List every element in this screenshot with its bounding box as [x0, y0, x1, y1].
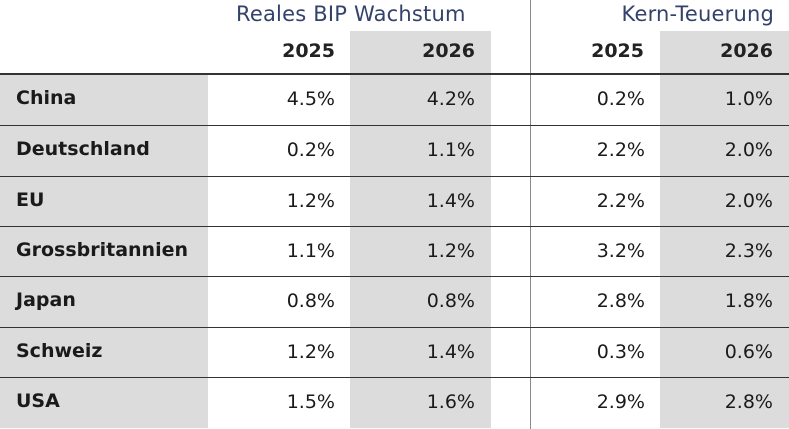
year-header-kern-2026: 2026	[720, 40, 773, 62]
bip-2026-value: 1.6%	[426, 391, 475, 413]
group-divider	[530, 0, 531, 429]
country-label: Grossbritannien	[16, 239, 189, 261]
row-divider	[0, 276, 789, 277]
kern-2026-value: 2.0%	[724, 139, 773, 161]
kern-2026-value: 1.8%	[724, 290, 773, 312]
table-row: Schweiz 1.2% 1.4% 0.3% 0.6%	[0, 328, 789, 378]
bip-2026-value: 1.4%	[426, 341, 475, 363]
kern-2026-value: 2.8%	[724, 391, 773, 413]
country-column-shade	[0, 75, 208, 428]
kern-2026-value: 2.0%	[724, 190, 773, 212]
row-divider	[0, 125, 789, 126]
country-label: Japan	[16, 289, 76, 311]
year-header-bip-2025: 2025	[282, 40, 335, 62]
table-row: China 4.5% 4.2% 0.2% 1.0%	[0, 75, 789, 125]
kern-2025-value: 3.2%	[596, 240, 645, 262]
bip-2026-value: 1.2%	[426, 240, 475, 262]
bip-2025-value: 0.8%	[286, 290, 335, 312]
table-row: Japan 0.8% 0.8% 2.8% 1.8%	[0, 277, 789, 327]
bip-2025-value: 4.5%	[286, 88, 335, 110]
year-header-bip-2026: 2026	[422, 40, 475, 62]
kern-2025-value: 2.2%	[596, 139, 645, 161]
country-label: Deutschland	[16, 138, 150, 160]
bip-2026-value: 1.1%	[426, 139, 475, 161]
kern-2025-value: 2.2%	[596, 190, 645, 212]
year-header-kern-2025: 2025	[591, 40, 644, 62]
row-divider	[0, 176, 789, 177]
kern-2025-value: 2.9%	[596, 391, 645, 413]
table-row: Grossbritannien 1.1% 1.2% 3.2% 2.3%	[0, 227, 789, 277]
kern-2026-value: 1.0%	[724, 88, 773, 110]
bip-2025-value: 1.2%	[286, 341, 335, 363]
bip-2026-value: 1.4%	[426, 190, 475, 212]
row-divider	[0, 327, 789, 328]
bip-2026-value: 4.2%	[426, 88, 475, 110]
country-label: Schweiz	[16, 340, 103, 362]
bip-2026-column-shade	[350, 31, 491, 428]
kern-2025-value: 0.2%	[596, 88, 645, 110]
table-row: EU 1.2% 1.4% 2.2% 2.0%	[0, 177, 789, 227]
bip-2026-value: 0.8%	[426, 290, 475, 312]
country-label: EU	[16, 189, 45, 211]
table-row: Deutschland 0.2% 1.1% 2.2% 2.0%	[0, 126, 789, 176]
row-divider	[0, 377, 789, 378]
table-row: USA 1.5% 1.6% 2.9% 2.8%	[0, 378, 789, 428]
row-divider	[0, 226, 789, 227]
bip-2025-value: 1.1%	[286, 240, 335, 262]
bip-2025-value: 1.2%	[286, 190, 335, 212]
header-divider	[0, 73, 789, 75]
country-label: USA	[16, 390, 60, 412]
kern-2026-value: 2.3%	[724, 240, 773, 262]
bip-2025-value: 1.5%	[286, 391, 335, 413]
kern-2026-value: 0.6%	[724, 341, 773, 363]
country-label: China	[16, 87, 77, 109]
kern-2026-column-shade	[660, 31, 789, 428]
kern-2025-value: 2.8%	[596, 290, 645, 312]
kern-2025-value: 0.3%	[596, 341, 645, 363]
group-header-kern: Kern-Teuerung	[621, 2, 774, 26]
bip-2025-value: 0.2%	[286, 139, 335, 161]
group-header-bip: Reales BIP Wachstum	[236, 2, 466, 26]
